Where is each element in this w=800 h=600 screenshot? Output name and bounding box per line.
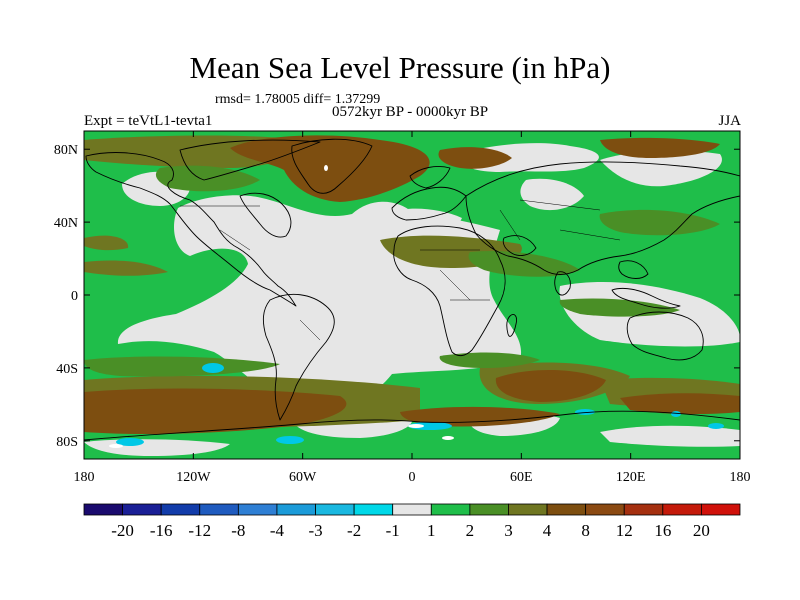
colorbar-box	[353, 503, 394, 516]
experiment-label: Expt = teVtL1-tevta1	[84, 113, 213, 129]
colorbar-label: -12	[188, 521, 211, 540]
colorbar-box	[430, 503, 471, 516]
colorbar-box	[237, 503, 278, 516]
colorbar-box	[122, 503, 162, 516]
colorbar-label: 1	[427, 521, 436, 540]
colorbar: -20 -16 -12 -8 -4 -3 -2 -1 1 2 3 4 8 12 16 20	[83, 503, 741, 540]
lon-tick-label: 180	[730, 470, 751, 485]
colorbar-label: 16	[654, 521, 671, 540]
colorbar-box	[623, 503, 664, 516]
colorbar-label: 12	[616, 521, 633, 540]
field-band-2-3	[84, 165, 720, 377]
colorbar-label: 3	[504, 521, 513, 540]
colorbar-label: 8	[581, 521, 590, 540]
colorbar-label: 2	[466, 521, 475, 540]
colorbar-label: 4	[543, 521, 552, 540]
colorbar-label: -16	[150, 521, 173, 540]
lon-tick-label: 0	[409, 470, 416, 485]
colorbar-box	[585, 503, 625, 516]
lon-tick-label: 180	[74, 470, 95, 485]
lon-tick-label: 120E	[616, 470, 646, 485]
lat-tick-label: 80N	[54, 143, 78, 158]
colorbar-label: 20	[693, 521, 710, 540]
lon-tick-label: 60E	[510, 470, 533, 485]
colorbar-box	[276, 503, 316, 516]
colorbar-label: -2	[347, 521, 361, 540]
lon-tick-label: 120W	[176, 470, 211, 485]
plot-title: Mean Sea Level Pressure (in hPa)	[189, 50, 611, 85]
colorbar-label: -1	[386, 521, 400, 540]
lon-tick-label: 60W	[289, 470, 317, 485]
lat-tick-label: 40N	[54, 216, 78, 231]
stats-line: rmsd= 1.78005 diff= 1.37299	[215, 92, 381, 107]
colorbar-box	[392, 503, 432, 516]
colorbar-box	[315, 503, 355, 516]
lat-tick-label: 80S	[56, 435, 78, 450]
coastlines	[84, 138, 740, 441]
colorbar-box	[701, 503, 741, 516]
pressure-field	[84, 131, 740, 459]
field-below-minus1	[109, 165, 724, 448]
lat-tick-label: 40S	[56, 362, 78, 377]
colorbar-box	[199, 503, 239, 516]
colorbar-label: -3	[308, 521, 322, 540]
colorbar-label: -8	[231, 521, 245, 540]
period-label: 0572kyr BP - 0000kyr BP	[331, 104, 489, 120]
season-label: JJA	[718, 113, 741, 129]
field-band-4-8	[84, 135, 740, 434]
colorbar-box	[508, 503, 548, 516]
axis-ticks: 80N 40N 0 40S 80S 180 120W 60W 0 60E 120E 180	[54, 131, 751, 485]
colorbar-label: -4	[270, 521, 285, 540]
colorbar-label: -20	[111, 521, 134, 540]
colorbar-box	[662, 503, 702, 516]
lat-tick-label: 0	[71, 289, 78, 304]
colorbar-box	[160, 503, 201, 516]
colorbar-box	[546, 503, 587, 516]
country-borders	[180, 199, 621, 341]
colorbar-box	[469, 503, 509, 516]
colorbar-box	[83, 503, 123, 516]
